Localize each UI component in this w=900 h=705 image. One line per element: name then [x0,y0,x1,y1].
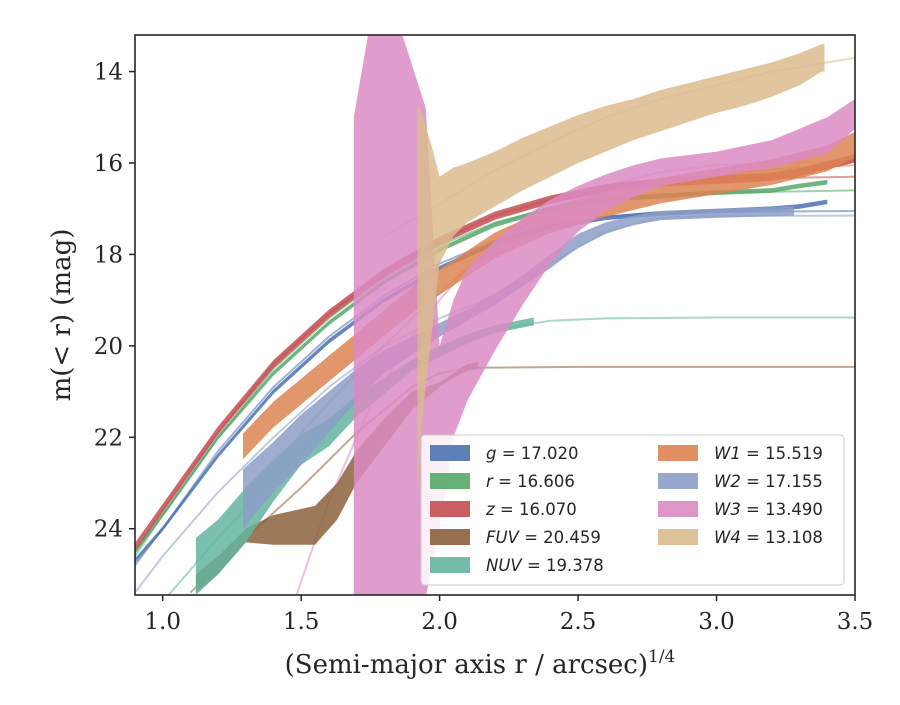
x-tick-label: 2.0 [421,609,458,635]
legend-entry-w1: W1 = 15.519 [658,444,823,463]
profile-band-w4 [417,44,825,511]
legend-series-total: = 15.519 [741,444,823,463]
legend-series-name: z [485,500,495,519]
y-tick-label: 20 [94,334,123,360]
legend-series-name: W3 [714,500,741,519]
legend-series-name: r [486,472,494,491]
legend-swatch [430,501,470,517]
legend-series-name: NUV [486,556,523,575]
x-tick-label: 3.0 [698,609,735,635]
profile-band-w1 [243,131,855,460]
legend-box [420,434,845,586]
legend-entry-w3: W3 = 13.490 [658,500,823,519]
y-axis: 14 16 18 20 22 24 [94,60,135,543]
legend-series-name: g [486,444,496,463]
legend-label: W3 = 13.490 [714,500,823,519]
legend-series-total: = 17.155 [741,472,823,491]
legend-label: NUV = 19.378 [486,556,604,575]
x-tick-label: 2.5 [560,609,597,635]
x-axis: 1.0 1.5 2.0 2.5 3.0 3.5 [144,595,873,635]
legend-swatch [430,529,470,545]
x-tick-label: 1.0 [144,609,181,635]
legend-label: W1 = 15.519 [714,444,823,463]
x-axis-label: (Semi-major axis r / arcsec)1/4 [285,647,676,680]
legend-label: z = 16.070 [485,500,577,519]
legend-series-name: FUV [486,528,521,547]
y-tick-label: 24 [94,517,123,543]
legend-entry-w2: W2 = 17.155 [658,472,823,491]
x-tick-label: 1.5 [283,609,320,635]
legend-series-name: W2 [714,472,741,491]
legend-swatch [430,557,470,573]
y-tick-label: 18 [94,242,123,268]
x-tick-label: 3.5 [837,609,874,635]
legend-series-total: = 17.020 [496,444,578,463]
legend-label: g = 17.020 [486,444,579,463]
legend-label: W4 = 13.108 [714,528,823,547]
legend-series-total: = 13.490 [741,500,823,519]
legend-swatch [658,473,698,489]
plot-frame [134,34,856,596]
legend-series-total: = 13.108 [741,528,823,547]
legend-series-total: = 16.070 [495,500,577,519]
x-axis-label-text: (Semi-major axis r / arcsec) [285,650,648,680]
legend-series-total: = 16.606 [493,472,575,491]
legend-swatch [658,501,698,517]
legend-entry-nuv: NUV = 19.378 [430,556,604,575]
legend-series-name: W4 [714,528,741,547]
y-tick-label: 16 [94,151,123,177]
legend-series-name: W1 [714,444,741,463]
legend-label: r = 16.606 [486,472,575,491]
legend-swatch [430,445,470,461]
legend-series-total: = 20.459 [519,528,601,547]
profile-bands-layer [135,35,855,595]
profile-band-w3 [353,35,855,595]
legend-label: W2 = 17.155 [714,472,823,491]
legend-swatch [658,529,698,545]
legend-entry-fuv: FUV = 20.459 [430,528,601,547]
profile-band-fuv [195,361,479,593]
y-axis-label: m(< r) (mag) [47,229,77,402]
legend-entry-r: r = 16.606 [430,472,575,491]
y-tick-label: 22 [94,425,123,451]
legend-swatch [658,445,698,461]
legend-series-total: = 19.378 [522,556,604,575]
x-axis-label-exponent: 1/4 [648,647,675,667]
legend-entry-z: z = 16.070 [430,500,577,519]
legend-swatch [430,473,470,489]
legend-entry-g: g = 17.020 [430,444,579,463]
legend-label: FUV = 20.459 [486,528,601,547]
legend-entry-w4: W4 = 13.108 [658,528,823,547]
y-tick-label: 14 [94,60,123,86]
